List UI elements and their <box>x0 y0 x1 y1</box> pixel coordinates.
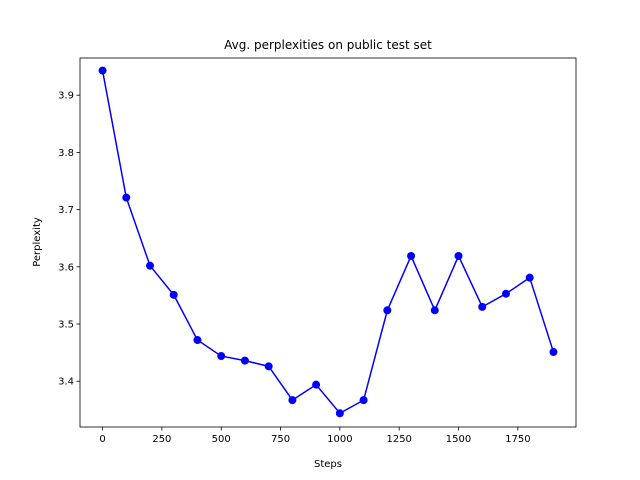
y-tick-label: 3.8 <box>58 148 74 159</box>
y-tick-label: 3.9 <box>58 91 74 102</box>
y-tick-label: 3.6 <box>58 262 74 273</box>
x-tick-label: 0 <box>99 434 105 445</box>
data-point <box>383 306 392 315</box>
data-point <box>122 193 131 202</box>
data-point <box>312 380 321 389</box>
data-point <box>240 356 249 365</box>
data-point <box>264 362 273 371</box>
y-tick-label: 3.5 <box>58 320 74 331</box>
x-tick-label: 500 <box>212 434 231 445</box>
x-axis-label: Steps <box>314 459 342 470</box>
series-line <box>101 70 555 415</box>
data-point <box>98 66 107 75</box>
data-point <box>335 409 344 418</box>
x-tick-label: 1750 <box>505 434 530 445</box>
y-tick-label: 3.7 <box>58 205 74 216</box>
x-tick-label: 250 <box>152 434 171 445</box>
chart-title: Avg. perplexities on public test set <box>224 38 432 52</box>
data-point <box>430 306 439 315</box>
y-tick-label: 3.4 <box>58 377 74 388</box>
data-point <box>359 396 368 405</box>
x-tick-label: 1250 <box>386 434 411 445</box>
data-point <box>146 261 155 270</box>
data-point <box>454 251 463 260</box>
plot-frame <box>79 57 577 428</box>
data-point <box>478 302 487 311</box>
x-tick-label: 1500 <box>446 434 471 445</box>
y-axis-label: Perplexity <box>32 217 43 267</box>
data-point <box>217 352 226 361</box>
data-point <box>407 251 416 260</box>
data-point <box>549 348 558 357</box>
x-tick-label: 750 <box>271 434 290 445</box>
data-point <box>169 290 178 299</box>
data-point <box>525 273 534 282</box>
y-axis: 3.4 3.5 3.6 3.7 3.8 3.9 <box>58 91 80 388</box>
data-point <box>501 289 510 298</box>
data-point <box>193 336 202 345</box>
data-point <box>288 396 297 405</box>
x-tick-label: 1000 <box>327 434 352 445</box>
x-axis: 0 250 500 750 1000 1250 1500 1750 <box>99 427 531 445</box>
